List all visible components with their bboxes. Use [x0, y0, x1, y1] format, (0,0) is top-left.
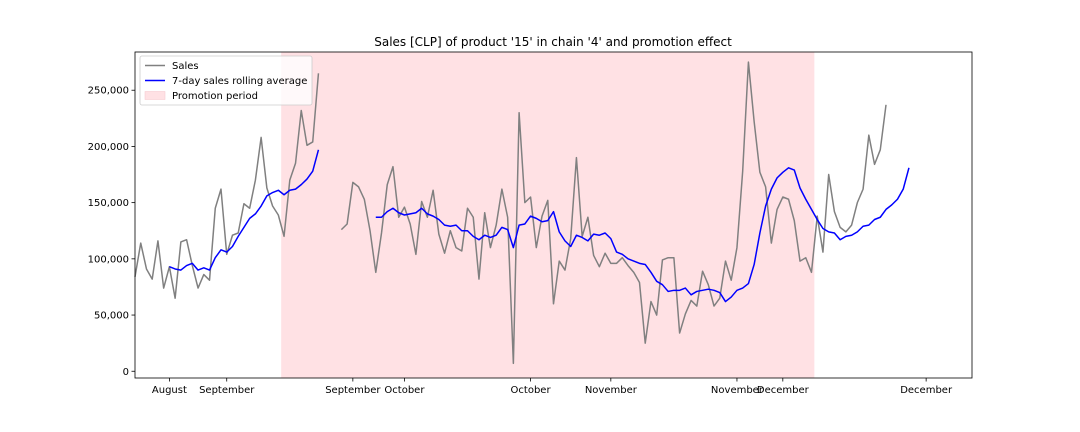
y-tick-label: 150,000 — [88, 198, 129, 209]
x-tick-label: August — [152, 385, 187, 396]
chart-title: Sales [CLP] of product '15' in chain '4'… — [374, 35, 732, 49]
sales-line-segment-2 — [340, 61, 887, 365]
legend-swatch-patch — [144, 91, 166, 100]
x-tick-label: December — [900, 385, 953, 396]
legend-label: Promotion period — [172, 91, 258, 102]
x-tick-label: December — [757, 385, 810, 396]
x-tick-label: September — [199, 385, 255, 396]
y-tick-label: 0 — [123, 367, 129, 378]
y-tick-label: 250,000 — [88, 86, 129, 97]
promotion-period-band — [281, 52, 815, 378]
plot-area: 0 50,000 100,000 150,000 200,000 250,000 Augus… — [88, 51, 973, 396]
x-tick-label: October — [511, 385, 552, 396]
x-tick-label: September — [325, 385, 381, 396]
x-tick-label: November — [711, 385, 764, 396]
x-tick-label: November — [585, 385, 638, 396]
legend-label: 7-day sales rolling average — [172, 76, 307, 87]
y-tick-label: 50,000 — [94, 311, 129, 322]
plot-frame — [134, 51, 973, 379]
legend-box — [139, 55, 313, 106]
legend: Sales 7-day sales rolling average Promotio… — [139, 55, 313, 106]
x-tick-label: October — [384, 385, 425, 396]
legend-label: Sales — [172, 61, 199, 72]
rolling-average-line-segment-2 — [375, 167, 910, 303]
y-tick-label: 100,000 — [88, 254, 129, 265]
sales-line-segment-1 — [134, 73, 320, 299]
y-tick-label: 200,000 — [88, 142, 129, 153]
rolling-average-line-segment-1 — [169, 149, 320, 271]
